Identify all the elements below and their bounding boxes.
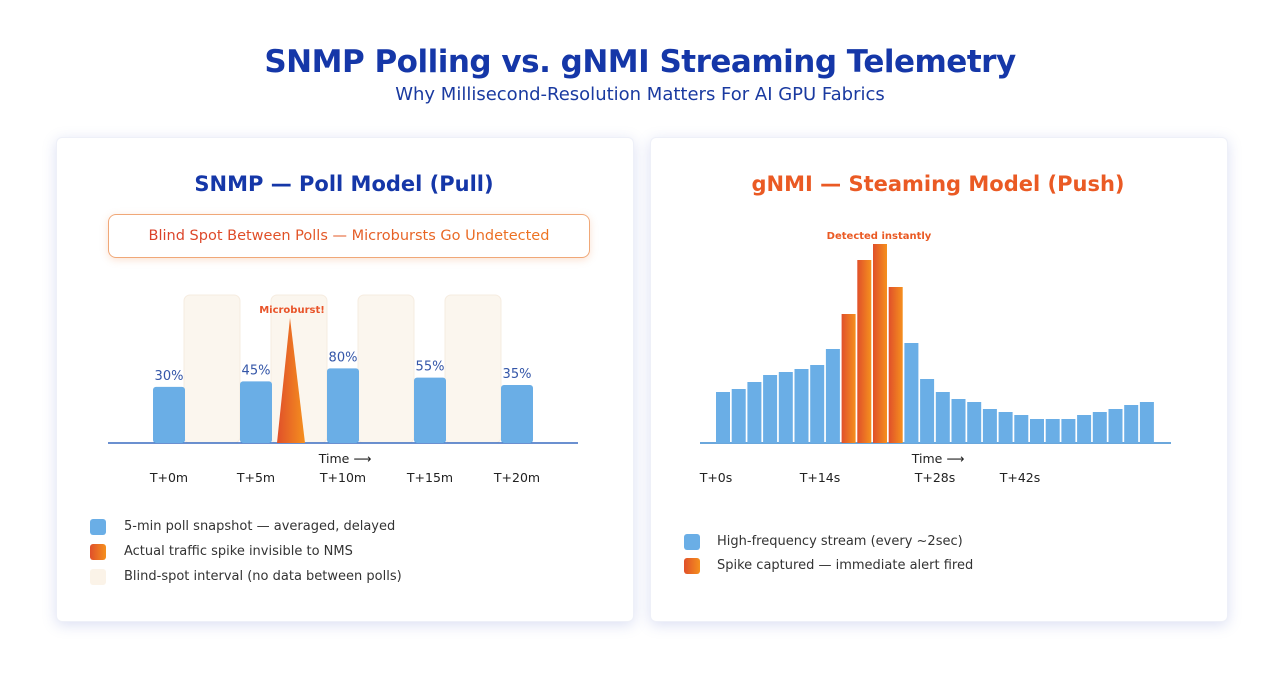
poll-bar — [414, 377, 446, 443]
blind-spot-banner — [108, 214, 588, 256]
data-label: 30% — [155, 369, 184, 384]
data-label: 35% — [503, 367, 532, 382]
poll-bar — [153, 386, 185, 443]
blind-spot-interval — [183, 294, 241, 444]
tick-label: T+5m — [236, 470, 275, 485]
legend-stream: High-frequency stream (every ~2sec) — [717, 534, 963, 549]
stream-bar — [1077, 415, 1092, 443]
microburst-spike — [277, 318, 305, 443]
stream-bar — [904, 343, 919, 443]
legend-captured: Spike captured — immediate alert fired — [717, 558, 974, 573]
spike-bar — [873, 244, 887, 443]
stream-bar — [731, 389, 746, 443]
poll-bar — [327, 368, 359, 443]
tick-label: T+0m — [149, 470, 188, 485]
tick-label: T+42s — [999, 470, 1041, 485]
stream-bar — [1061, 419, 1076, 443]
poll-bar — [240, 381, 272, 443]
legend-poll: 5-min poll snapshot — averaged, delayed — [124, 519, 396, 534]
stream-bar — [810, 365, 825, 443]
poll-bar — [501, 385, 533, 443]
legend-swatch-spike — [90, 544, 106, 560]
x-axis-label: Time ⟶ — [318, 451, 372, 466]
stream-bar — [1014, 415, 1029, 443]
legend-swatch-poll — [90, 519, 106, 535]
gnmi-title: gNMI — Steaming Model (Push) — [751, 172, 1125, 196]
page-subtitle: Why Millisecond-Resolution Matters For A… — [395, 84, 885, 105]
stream-bar — [1139, 402, 1154, 443]
tick-label: T+0s — [699, 470, 733, 485]
legend-swatch-blind — [90, 569, 106, 585]
tick-label: T+28s — [914, 470, 956, 485]
blind-spot-banner-text: Blind Spot Between Polls — Microbursts G… — [108, 214, 590, 258]
stream-bar — [778, 372, 793, 443]
page-title: SNMP Polling vs. gNMI Streaming Telemetr… — [264, 44, 1016, 80]
stream-bar — [825, 349, 840, 443]
stream-bar — [982, 409, 997, 443]
legend-blind: Blind-spot interval (no data between pol… — [124, 569, 402, 584]
gnmi-card — [650, 137, 1228, 622]
stream-bar — [1030, 419, 1044, 443]
tick-label: T+10m — [319, 470, 366, 485]
tick-label: T+15m — [406, 470, 453, 485]
stream-bar — [1092, 412, 1107, 443]
legend-spike: Actual traffic spike invisible to NMS — [124, 544, 353, 559]
stream-bar — [1045, 419, 1060, 443]
spike-bar — [841, 314, 856, 443]
stream-bar — [1108, 409, 1123, 443]
stream-bar — [935, 392, 950, 443]
blind-spot-interval — [357, 294, 415, 444]
data-label: 80% — [329, 350, 358, 365]
stream-bar — [763, 375, 778, 443]
tick-label: T+20m — [493, 470, 540, 485]
stream-bar — [967, 402, 982, 443]
snmp-title: SNMP — Poll Model (Pull) — [194, 172, 494, 196]
microburst-label: Microburst! — [259, 305, 325, 316]
spike-bar — [888, 287, 903, 443]
legend-swatch-stream — [684, 534, 700, 550]
stream-bar — [998, 412, 1013, 443]
detected-label: Detected instantly — [827, 231, 932, 242]
spike-bar — [857, 260, 872, 443]
legend-swatch-captured — [684, 558, 700, 574]
stream-bar — [920, 379, 935, 443]
stream-bar — [716, 392, 730, 443]
blind-spot-interval — [444, 294, 502, 444]
x-axis-label: Time ⟶ — [911, 451, 965, 466]
stream-bar — [794, 369, 809, 443]
stream-bar — [1124, 405, 1139, 443]
stream-bar — [951, 399, 966, 443]
data-label: 45% — [242, 363, 271, 378]
stream-bar — [747, 382, 762, 443]
data-label: 55% — [416, 360, 445, 375]
tick-label: T+14s — [799, 470, 841, 485]
